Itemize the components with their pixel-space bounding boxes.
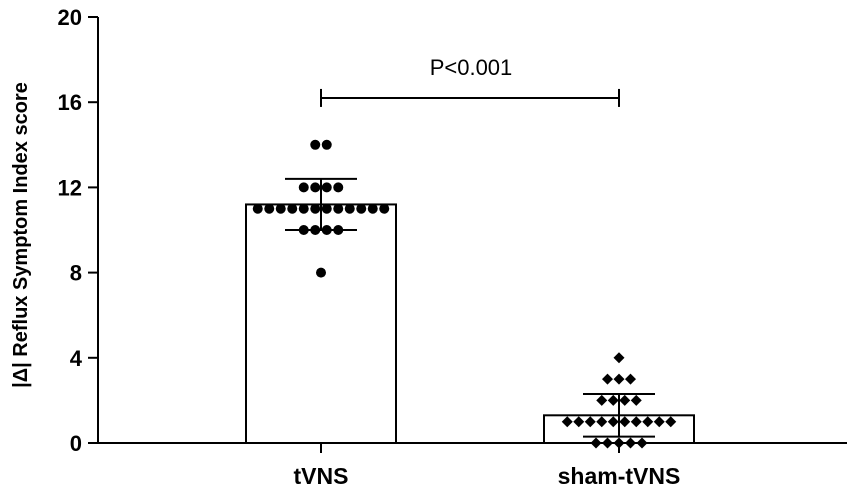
data-point bbox=[573, 416, 585, 428]
y-tick-label: 0 bbox=[70, 431, 82, 456]
data-point bbox=[275, 203, 286, 214]
x-ticks: tVNS sham-tVNS bbox=[294, 443, 681, 489]
data-point bbox=[367, 203, 378, 214]
data-point bbox=[607, 394, 619, 406]
data-point bbox=[602, 373, 613, 385]
data-point bbox=[665, 416, 677, 428]
data-point bbox=[596, 416, 608, 428]
data-point bbox=[321, 139, 332, 150]
data-point bbox=[316, 267, 326, 278]
p-value-annotation: P<0.001 bbox=[430, 55, 513, 80]
data-point bbox=[356, 203, 367, 214]
data-point bbox=[333, 203, 344, 214]
bars bbox=[245, 203, 695, 444]
axes bbox=[97, 17, 847, 444]
data-point bbox=[264, 203, 275, 214]
data-point bbox=[310, 139, 321, 150]
y-tick-label: 8 bbox=[70, 261, 82, 286]
data-point bbox=[613, 373, 625, 385]
data-point bbox=[561, 416, 573, 428]
data-point bbox=[613, 437, 625, 449]
x-tick-label: sham-tVNS bbox=[558, 463, 681, 489]
x-tick-label: tVNS bbox=[294, 463, 349, 489]
data-point bbox=[630, 394, 642, 406]
y-tick-label: 12 bbox=[58, 175, 82, 200]
data-point bbox=[321, 182, 332, 193]
data-point bbox=[584, 416, 596, 428]
data-point bbox=[607, 416, 619, 428]
data-point bbox=[613, 352, 625, 364]
data-point bbox=[590, 437, 602, 449]
bar-tVNS bbox=[245, 203, 397, 444]
data-point bbox=[642, 416, 654, 428]
data-point bbox=[630, 416, 642, 428]
data-point bbox=[602, 437, 613, 449]
data-point bbox=[310, 182, 321, 193]
data-point bbox=[344, 203, 355, 214]
data-point bbox=[333, 182, 344, 193]
y-tick-label: 16 bbox=[58, 90, 82, 115]
data-point bbox=[596, 394, 608, 406]
data-point bbox=[636, 437, 648, 449]
error-bars bbox=[285, 177, 655, 438]
data-point bbox=[252, 203, 263, 214]
data-point bbox=[321, 203, 332, 214]
data-point bbox=[625, 437, 636, 449]
y-tick-label: 4 bbox=[70, 346, 83, 371]
data-point bbox=[619, 394, 631, 406]
data-point bbox=[619, 416, 631, 428]
y-ticks: 0 4 8 12 16 20 bbox=[58, 5, 98, 456]
significance-bracket bbox=[320, 88, 620, 107]
y-tick-label: 20 bbox=[58, 5, 82, 30]
data-point bbox=[310, 203, 321, 214]
data-point bbox=[653, 416, 665, 428]
data-point bbox=[625, 373, 636, 385]
y-axis-label: |Δ| Reflux Symptom Index score bbox=[10, 82, 32, 388]
data-point bbox=[379, 203, 390, 214]
data-points bbox=[252, 139, 677, 449]
data-point bbox=[298, 182, 309, 193]
data-point bbox=[287, 203, 298, 214]
data-point bbox=[298, 203, 309, 214]
